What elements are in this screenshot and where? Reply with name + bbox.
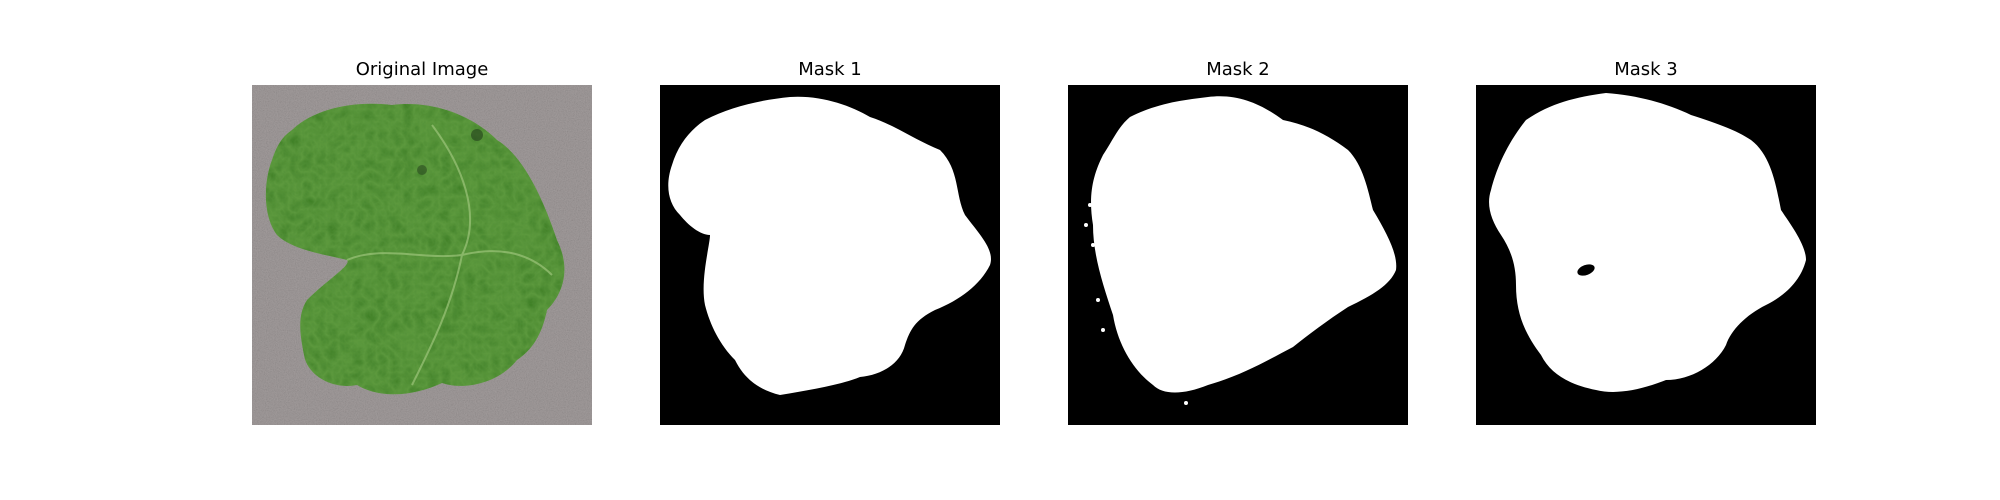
panel-title-mask-1: Mask 1 — [798, 59, 862, 80]
mask-2-image — [1068, 85, 1408, 425]
panel-title-original: Original Image — [355, 59, 489, 80]
original-image — [252, 85, 592, 425]
mask-1 — [660, 85, 1000, 425]
mask-2 — [1068, 85, 1408, 425]
panel-title-mask-3: Mask 3 — [1614, 59, 1678, 80]
leaf-photo — [252, 85, 592, 425]
panel-title-mask-2: Mask 2 — [1206, 59, 1270, 80]
mask-3-image — [1476, 85, 1816, 425]
mask-1-image — [660, 85, 1000, 425]
mask-3 — [1476, 85, 1816, 425]
